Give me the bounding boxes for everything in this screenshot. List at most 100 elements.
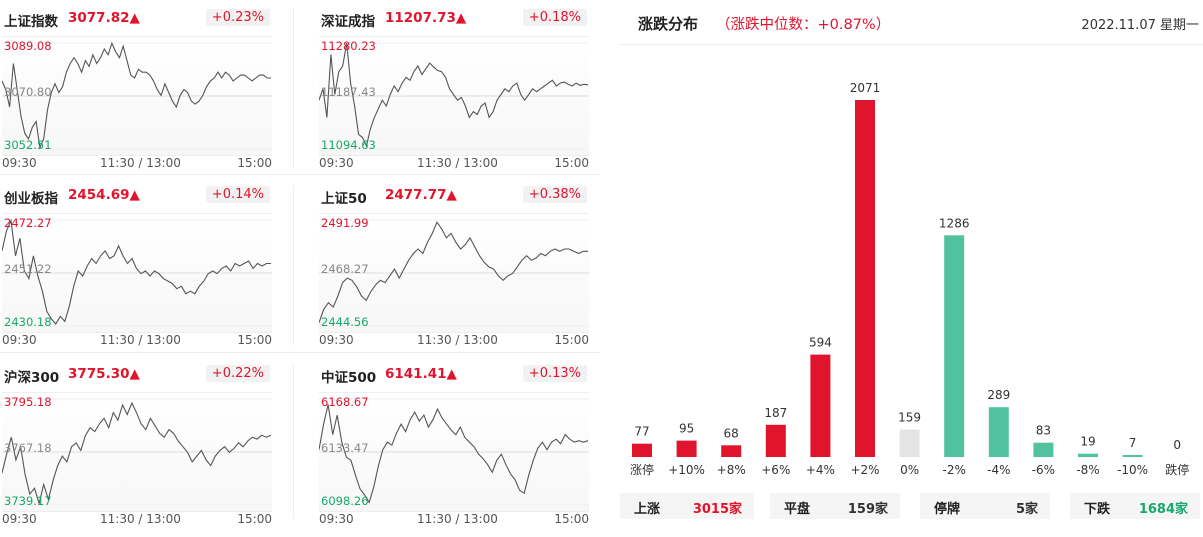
- index-value: 2477.77▲: [385, 187, 457, 203]
- low-label: 3052.51: [4, 138, 52, 152]
- bar-value-label: 95: [679, 422, 694, 436]
- index-panel-csi500[interactable]: 中证500 6141.41▲ +0.13% 6168.67 6133.47 60…: [319, 362, 589, 537]
- index-value: 11207.73▲: [385, 10, 467, 26]
- summary-key: 下跌: [1084, 502, 1111, 517]
- high-label: 2491.99: [321, 216, 369, 230]
- bar-value-label: 77: [634, 425, 649, 439]
- index-panel-sse50[interactable]: 上证50 2477.77▲ +0.38% 2491.99 2468.27 244…: [319, 183, 589, 358]
- index-panel-szse[interactable]: 深证成指 11207.73▲ +0.18% 11280.23 11187.43 …: [319, 6, 589, 181]
- time-mid-label: 11:30 / 13:00: [417, 512, 498, 526]
- intraday-line-chart: [319, 219, 589, 327]
- bar-+10%: [676, 440, 697, 457]
- bar--10%: [1122, 455, 1143, 457]
- prev-close-label: 2451.22: [4, 262, 52, 276]
- bar-+8%: [721, 445, 742, 457]
- intraday-plot: 2472.27 2451.22 2430.18: [2, 213, 272, 333]
- time-mid-label: 11:30 / 13:00: [100, 333, 181, 347]
- header-divider: [620, 44, 1203, 45]
- time-mid-label: 11:30 / 13:00: [417, 333, 498, 347]
- intraday-plot: 3089.08 3070.80 3052.51: [2, 36, 272, 156]
- summary-key: 停牌: [934, 502, 961, 517]
- category-label: -2%: [943, 463, 966, 477]
- low-label: 6098.26: [321, 494, 369, 508]
- prev-close-label: 3767.18: [4, 441, 52, 455]
- price-line: [2, 41, 271, 150]
- summary-value: 5家: [1015, 502, 1038, 517]
- panel-header: 上证指数 3077.82▲ +0.23%: [2, 6, 272, 32]
- category-label: -8%: [1076, 463, 1099, 477]
- time-mid-label: 11:30 / 13:00: [417, 156, 498, 170]
- summary-value: 3015家: [692, 502, 742, 517]
- category-label: +6%: [761, 463, 790, 477]
- intraday-line-chart: [2, 398, 272, 506]
- price-line: [319, 43, 589, 148]
- row-divider: [0, 174, 600, 175]
- low-label: 11094.63: [321, 138, 376, 152]
- bar-value-label: 159: [898, 411, 921, 425]
- bar-+6%: [765, 424, 786, 457]
- column-divider: [293, 185, 294, 345]
- prev-close-label: 3070.80: [4, 85, 52, 99]
- index-panel-chinext[interactable]: 创业板指 2454.69▲ +0.14% 2472.27 2451.22 243…: [2, 183, 272, 358]
- time-end-label: 15:00: [237, 156, 272, 170]
- intraday-plot: 11280.23 11187.43 11094.63: [319, 36, 589, 156]
- summary-value: 159家: [847, 502, 888, 517]
- bar--4%: [988, 407, 1009, 457]
- index-name: 上证50: [321, 191, 367, 207]
- index-value: 3775.30▲: [68, 366, 140, 382]
- bar-0%: [899, 429, 920, 457]
- distribution-title: 涨跌分布: [638, 15, 699, 33]
- distribution-bar-chart: 77 涨停 95 +10% 68 +8% 187 +6% 594 +4% 2071 +2% 159 0% 1…: [630, 81, 1189, 477]
- high-label: 3089.08: [4, 39, 52, 53]
- summary-advancers: 上涨 3015家: [620, 493, 754, 519]
- index-name: 上证指数: [4, 14, 58, 30]
- bar-value-label: 289: [987, 388, 1010, 402]
- time-start-label: 09:30: [319, 512, 354, 526]
- time-end-label: 15:00: [554, 156, 589, 170]
- category-label: -10%: [1117, 463, 1148, 477]
- summary-decliners: 下跌 1684家: [1070, 493, 1200, 519]
- bar-value-label: 2071: [850, 81, 881, 95]
- high-label: 11280.23: [321, 39, 376, 53]
- time-end-label: 15:00: [237, 512, 272, 526]
- bar-value-label: 83: [1036, 424, 1051, 438]
- category-label: +8%: [717, 463, 746, 477]
- bar-+4%: [810, 354, 831, 457]
- time-end-label: 15:00: [237, 333, 272, 347]
- index-change-badge: +0.38%: [522, 186, 587, 203]
- time-start-label: 09:30: [319, 333, 354, 347]
- index-change-badge: +0.22%: [205, 365, 270, 382]
- category-label: 0%: [900, 463, 919, 477]
- high-label: 3795.18: [4, 395, 52, 409]
- prev-close-label: 6133.47: [321, 441, 369, 455]
- index-name: 中证500: [321, 370, 377, 386]
- time-start-label: 09:30: [319, 156, 354, 170]
- high-label: 6168.67: [321, 395, 369, 409]
- median-change-label: （涨跌中位数：+0.87%）: [716, 17, 891, 33]
- index-name: 沪深300: [4, 370, 60, 386]
- low-label: 2444.56: [321, 315, 369, 329]
- index-panel-sse[interactable]: 上证指数 3077.82▲ +0.23% 3089.08 3070.80 305…: [2, 6, 272, 181]
- category-label: 跌停: [1165, 462, 1189, 477]
- category-label: +2%: [850, 463, 879, 477]
- index-value: 6141.41▲: [385, 366, 457, 382]
- price-line: [319, 404, 589, 504]
- summary-value: 1684家: [1138, 502, 1188, 517]
- column-divider: [293, 364, 294, 519]
- bar--2%: [944, 235, 965, 457]
- index-name: 创业板指: [4, 191, 58, 207]
- price-line: [2, 218, 271, 325]
- index-change-badge: +0.13%: [522, 365, 587, 382]
- intraday-plot: 3795.18 3767.18 3739.17: [2, 392, 272, 512]
- bar-value-label: 7: [1129, 436, 1137, 450]
- intraday-line-chart: [319, 42, 589, 150]
- category-label: +4%: [806, 463, 835, 477]
- intraday-plot: 6168.67 6133.47 6098.26: [319, 392, 589, 512]
- bar-value-label: 19: [1080, 435, 1095, 449]
- category-label: +10%: [668, 463, 705, 477]
- trade-date: 2022.11.07 星期一: [1081, 18, 1199, 33]
- bar-value-label: 187: [764, 406, 787, 420]
- summary-suspended: 停牌 5家: [920, 493, 1050, 519]
- index-panel-csi300[interactable]: 沪深300 3775.30▲ +0.22% 3795.18 3767.18 37…: [2, 362, 272, 537]
- panel-header: 沪深300 3775.30▲ +0.22%: [2, 362, 272, 388]
